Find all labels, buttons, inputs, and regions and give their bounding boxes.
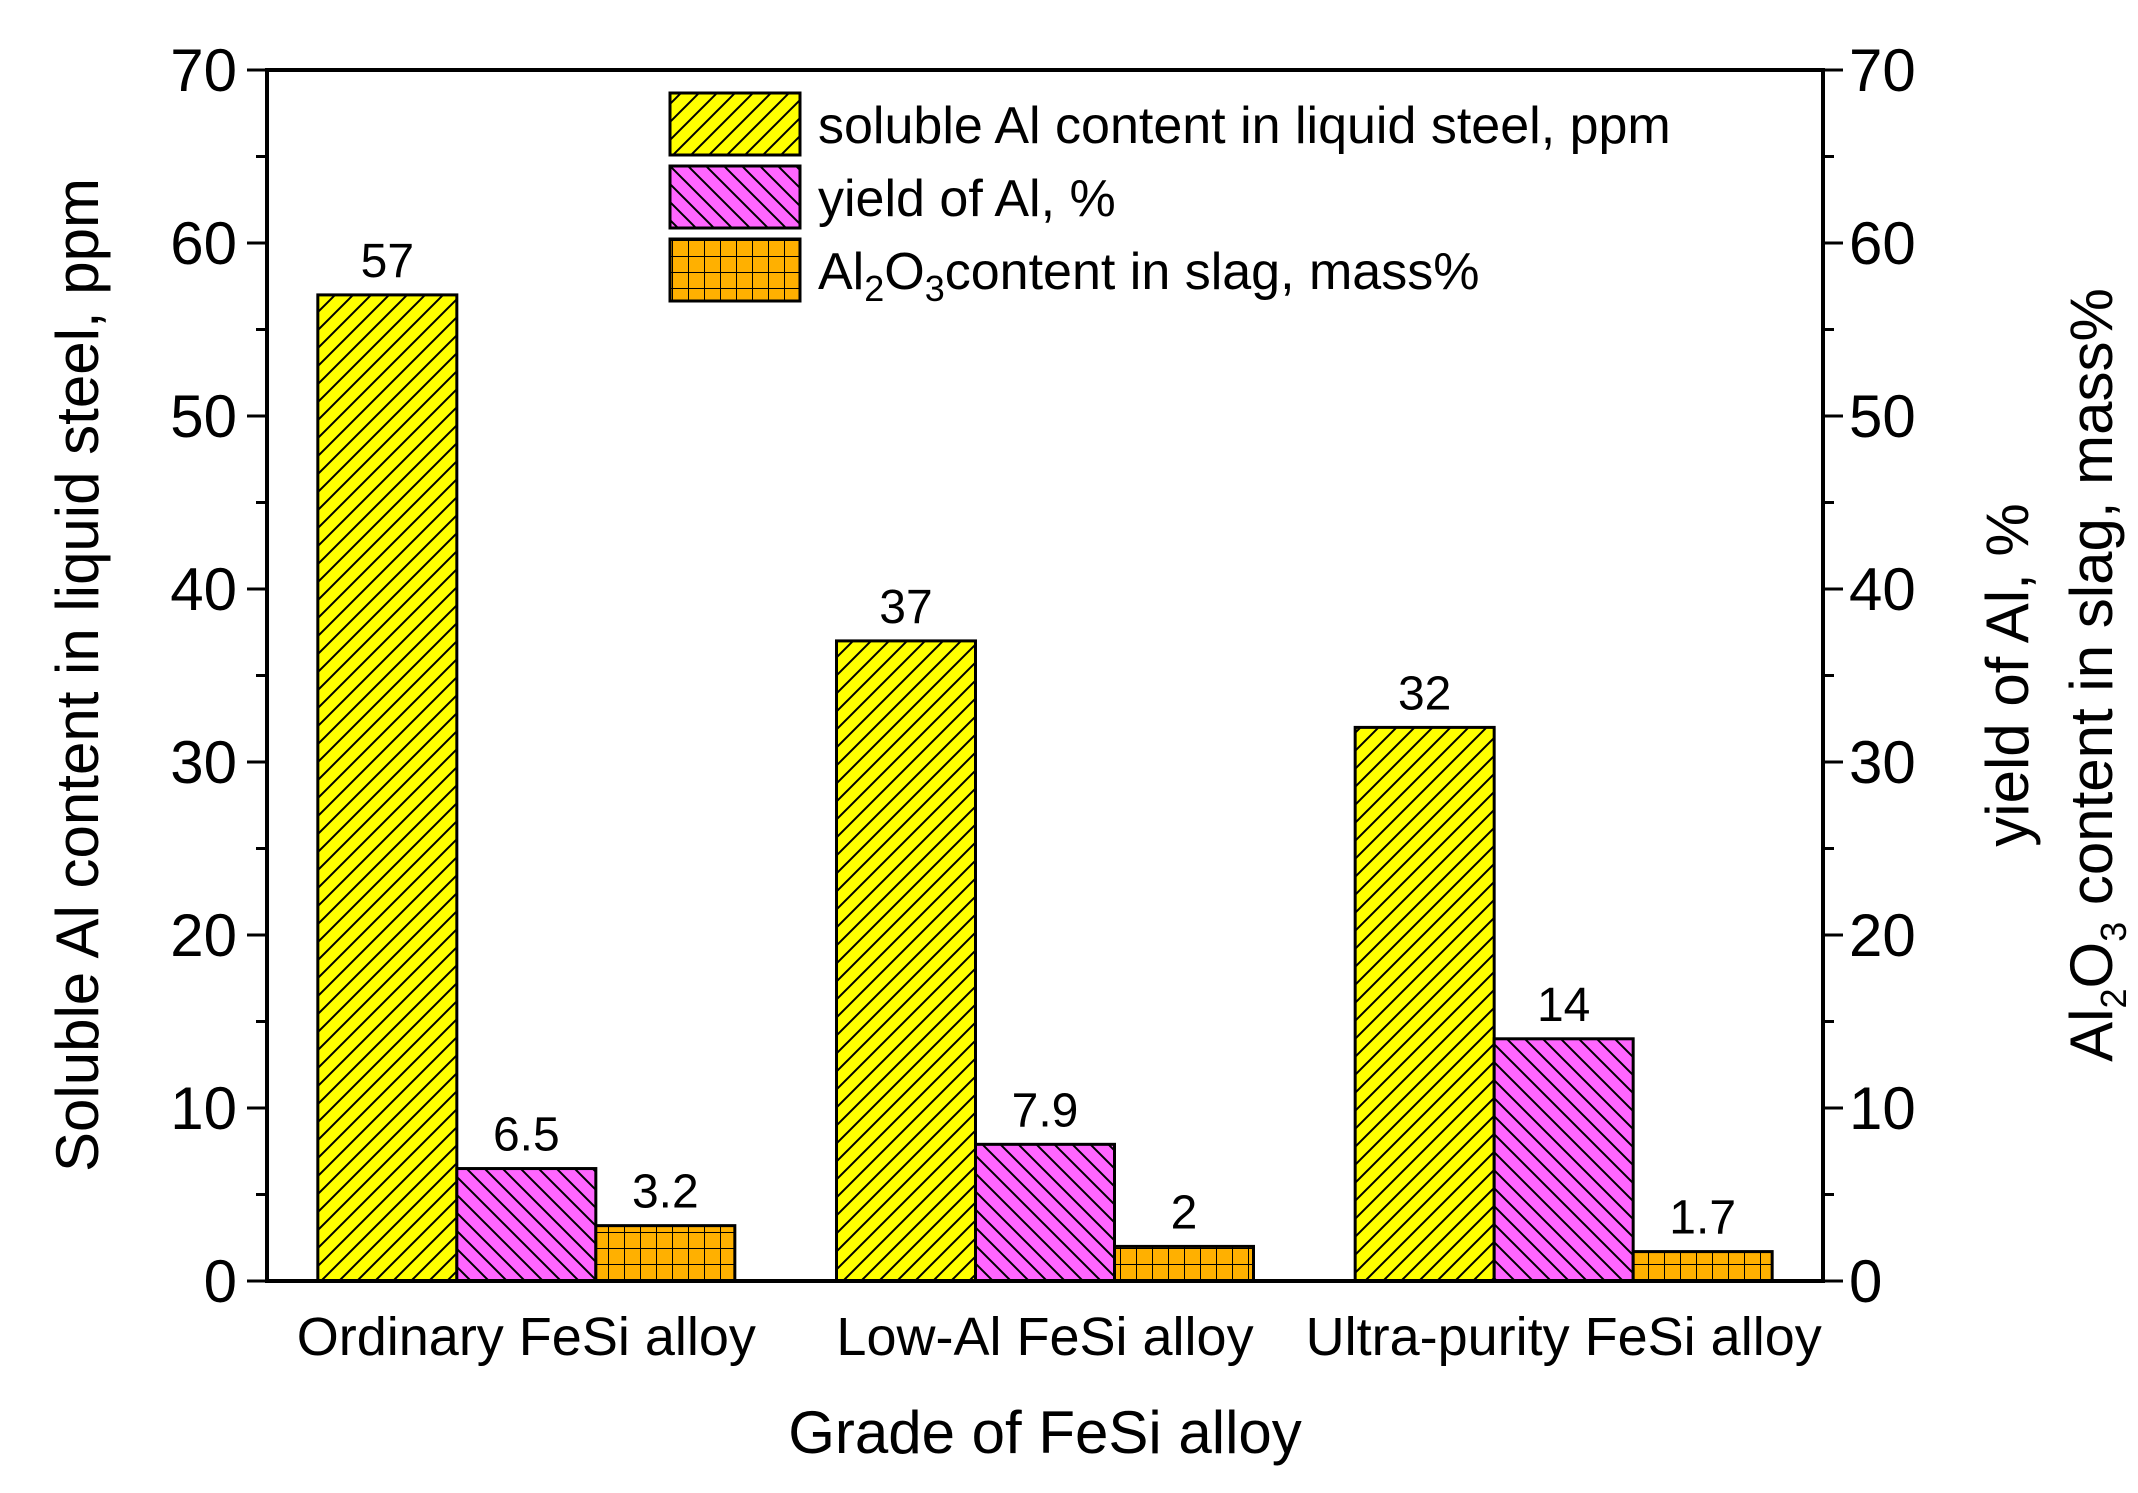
left-tick-label: 0	[204, 1248, 237, 1315]
left-tick-label: 10	[170, 1075, 237, 1142]
data-label: 7.9	[1012, 1084, 1079, 1137]
soluble-al-bar	[1353, 725, 1496, 1283]
yield-al-bar	[1492, 1037, 1635, 1283]
legend-al2o3-post: content in slag, mass%	[945, 243, 1480, 301]
left-tick-label: 60	[170, 210, 237, 277]
right-axis-title-post: content in slag, mass%	[2058, 288, 2125, 922]
category-label: Ordinary FeSi alloy	[297, 1307, 756, 1367]
al2o3-bar	[594, 1224, 737, 1283]
data-label: 57	[361, 235, 414, 288]
yield-al-bar	[455, 1167, 598, 1283]
left-axis-ticks	[247, 68, 267, 1283]
right-tick-label: 60	[1849, 210, 1916, 277]
right-axis-title-line2: Al2O3 content in slag, mass%	[2058, 288, 2134, 1062]
legend-swatch-yield-al	[668, 164, 802, 230]
right-tick-label: 20	[1849, 902, 1916, 969]
al2o3-bar	[1631, 1250, 1774, 1283]
right-tick-label: 70	[1849, 37, 1916, 104]
data-label: 37	[879, 581, 932, 634]
right-axis-title-pre: Al	[2058, 1009, 2125, 1062]
data-label: 14	[1537, 979, 1590, 1032]
legend-label-yield-al: yield of Al, %	[818, 170, 1116, 228]
data-label: 1.7	[1669, 1192, 1736, 1245]
legend-al2o3-mid: O	[884, 243, 924, 301]
right-tick-label: 30	[1849, 729, 1916, 796]
data-label: 3.2	[632, 1166, 699, 1219]
x-axis-title: Grade of FeSi alloy	[788, 1399, 1302, 1466]
left-tick-label: 20	[170, 902, 237, 969]
legend-swatch-al2o3	[668, 237, 802, 303]
right-tick-label: 50	[1849, 383, 1916, 450]
data-label: 32	[1398, 667, 1451, 720]
bars-layer	[316, 293, 1774, 1283]
legend-al2o3-sub1: 2	[864, 268, 884, 309]
legend-swatch-soluble-al	[668, 91, 802, 157]
left-tick-label: 70	[170, 37, 237, 104]
right-tick-label: 10	[1849, 1075, 1916, 1142]
legend-label-al2o3: Al2O3content in slag, mass%	[818, 243, 1479, 309]
left-tick-label: 50	[170, 383, 237, 450]
left-tick-label: 30	[170, 729, 237, 796]
right-axis-title-line1: yield of Al, %	[1974, 503, 2041, 847]
right-tick-label: 40	[1849, 556, 1916, 623]
right-axis-ticks	[1823, 68, 1843, 1283]
al2o3-bar	[1113, 1244, 1255, 1283]
legend: soluble Al content in liquid steel, ppm …	[668, 91, 1671, 309]
category-label: Ultra-purity FeSi alloy	[1306, 1307, 1822, 1367]
left-tick-label: 40	[170, 556, 237, 623]
left-axis-tick-labels: 0 10 20 30 40 50 60 70	[170, 37, 237, 1315]
soluble-al-bar	[835, 639, 977, 1283]
data-label: 6.5	[493, 1109, 560, 1162]
data-label: 2	[1171, 1186, 1198, 1239]
right-axis-title-mid: O	[2058, 942, 2125, 989]
category-labels: Ordinary FeSi alloy Low-Al FeSi alloy Ultr…	[297, 1307, 1822, 1367]
yield-al-bar	[974, 1142, 1116, 1283]
category-label: Low-Al FeSi alloy	[836, 1307, 1253, 1367]
soluble-al-bar	[316, 293, 459, 1283]
legend-label-soluble-al: soluble Al content in liquid steel, ppm	[818, 97, 1671, 155]
legend-al2o3-sub2: 3	[925, 268, 945, 309]
right-axis-tick-labels: 0 10 20 30 40 50 60 70	[1849, 37, 1916, 1315]
right-axis-title-sub2: 3	[2093, 922, 2134, 942]
legend-al2o3-pre: Al	[818, 243, 864, 301]
right-tick-label: 0	[1849, 1248, 1882, 1315]
right-axis-title-sub1: 2	[2093, 988, 2134, 1008]
left-axis-title: Soluble Al content in liquid steel, ppm	[44, 178, 111, 1172]
